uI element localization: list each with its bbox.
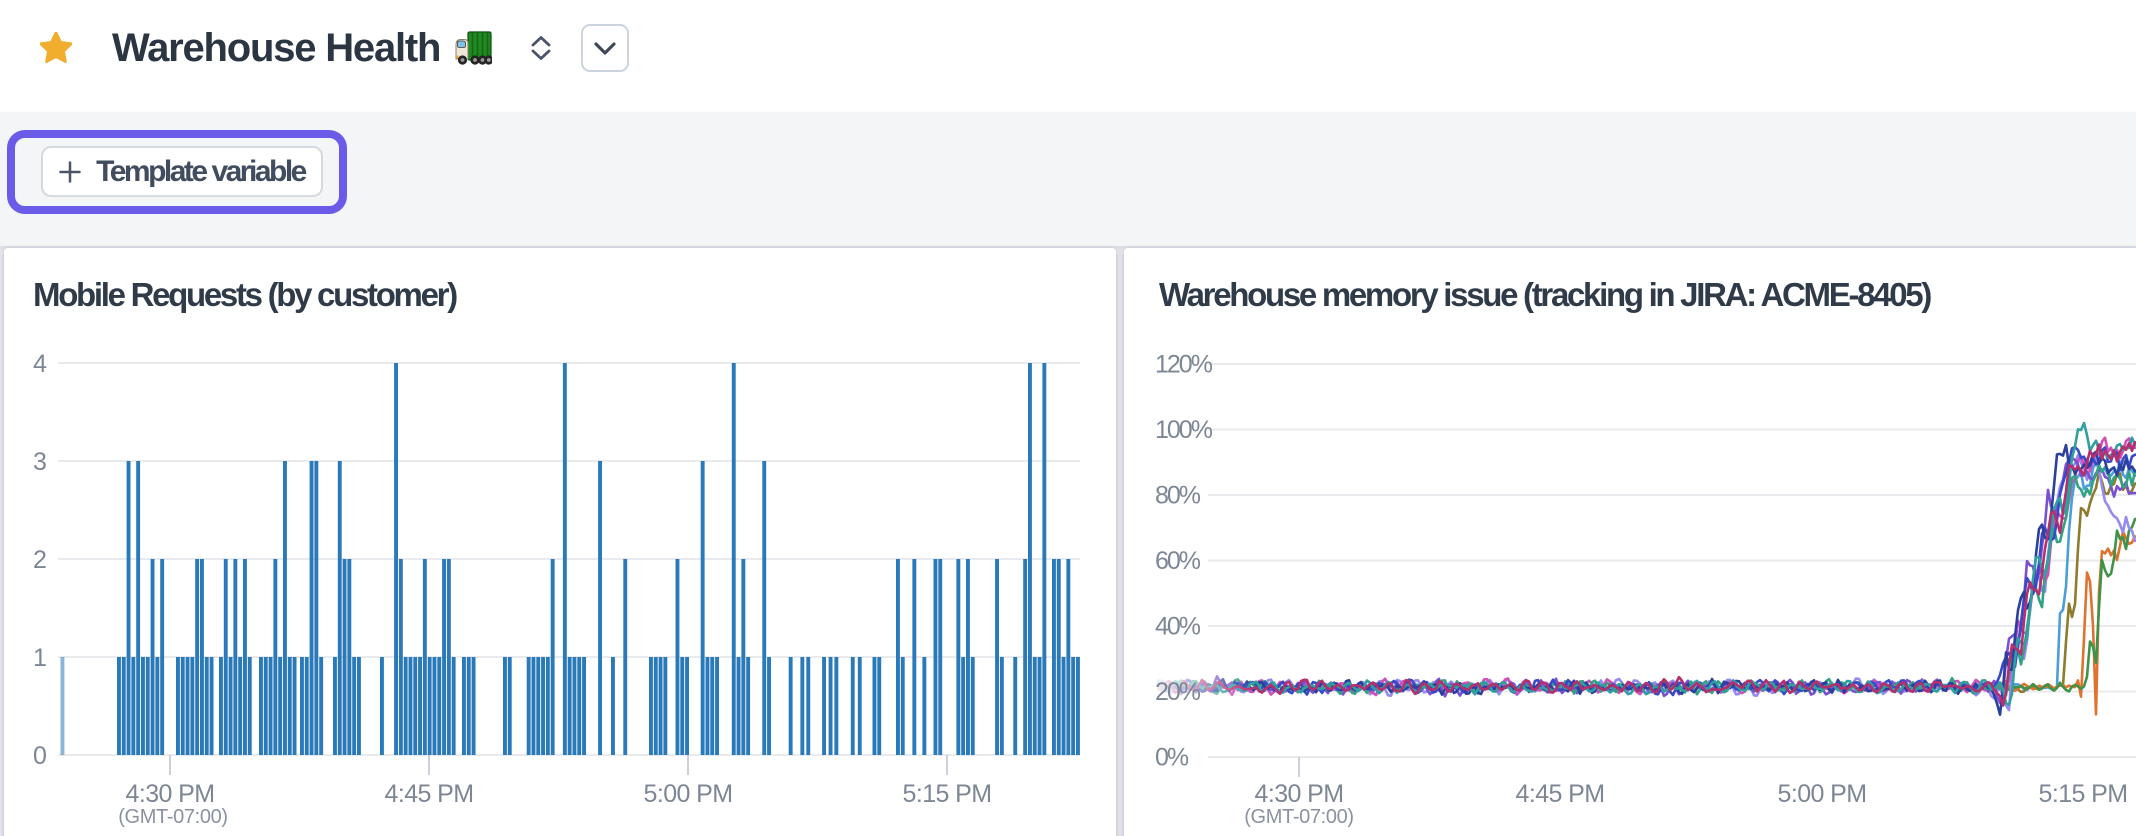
svg-text:40%: 40% — [1155, 613, 1201, 641]
svg-text:4:30 PM: 4:30 PM — [126, 780, 215, 808]
svg-text:0: 0 — [33, 742, 47, 770]
svg-text:(GMT-07:00): (GMT-07:00) — [1244, 806, 1354, 828]
svg-text:5:00 PM: 5:00 PM — [1778, 780, 1867, 808]
svg-text:4:45 PM: 4:45 PM — [1516, 780, 1605, 808]
svg-text:5:00 PM: 5:00 PM — [644, 780, 733, 808]
svg-text:80%: 80% — [1155, 482, 1201, 510]
svg-text:1: 1 — [33, 644, 47, 672]
svg-text:0%: 0% — [1155, 744, 1189, 772]
svg-text:(GMT-07:00): (GMT-07:00) — [118, 806, 228, 828]
svg-text:5:15 PM: 5:15 PM — [903, 780, 992, 808]
svg-text:20%: 20% — [1155, 678, 1201, 706]
svg-text:4:45 PM: 4:45 PM — [385, 780, 474, 808]
svg-text:2: 2 — [33, 546, 47, 574]
svg-text:60%: 60% — [1155, 547, 1201, 575]
svg-text:100%: 100% — [1155, 416, 1213, 444]
svg-text:3: 3 — [33, 448, 47, 476]
svg-text:4: 4 — [33, 350, 47, 378]
svg-text:120%: 120% — [1155, 351, 1213, 379]
svg-text:4:30 PM: 4:30 PM — [1255, 780, 1344, 808]
svg-text:5:15 PM: 5:15 PM — [2039, 780, 2128, 808]
